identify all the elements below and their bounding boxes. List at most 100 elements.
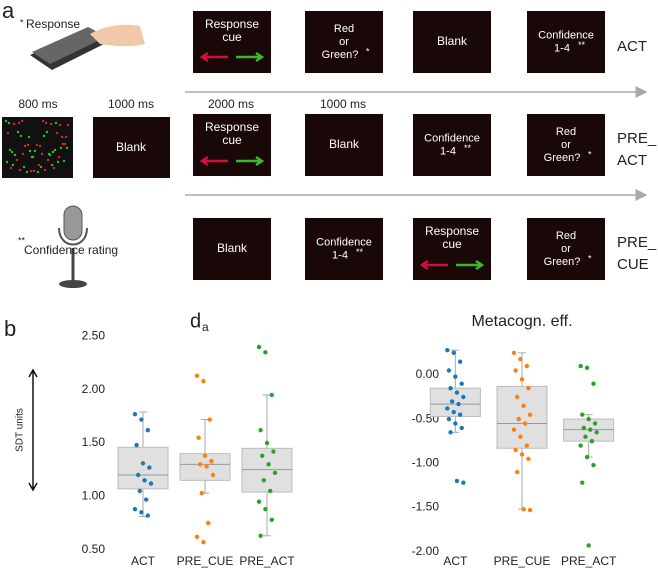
- dot: [23, 144, 27, 148]
- box-text: 1-4: [332, 249, 348, 261]
- data-point: [258, 428, 263, 433]
- dot: [37, 163, 41, 167]
- box: [241, 447, 293, 493]
- data-point: [269, 517, 274, 522]
- dot: [16, 130, 20, 134]
- data-point: [594, 430, 599, 435]
- box-text: Confidence: [316, 236, 372, 248]
- box: [117, 446, 169, 490]
- response-mark: *: [20, 17, 24, 27]
- dot: [15, 158, 19, 162]
- data-point: [459, 381, 464, 386]
- dot: [36, 170, 40, 174]
- dot: [22, 165, 26, 169]
- dot: [21, 152, 25, 156]
- y-tick-label: -1.00: [412, 455, 440, 469]
- data-point: [132, 506, 138, 512]
- dot: [26, 143, 30, 147]
- x-tick-label: PRE_CUE: [177, 554, 234, 568]
- data-point: [527, 507, 533, 513]
- dot: [5, 160, 9, 164]
- condition-label: PRE_: [617, 234, 657, 251]
- stimulus-box: [305, 218, 383, 280]
- cue-arrows: [199, 51, 485, 271]
- y-tick-label: 1.00: [82, 489, 106, 503]
- box-text: Response: [205, 120, 259, 134]
- box-text: 1-4: [440, 145, 456, 157]
- box-text: Response: [205, 17, 259, 31]
- data-point: [580, 412, 585, 417]
- data-point: [518, 356, 523, 362]
- data-point: [207, 417, 212, 422]
- stimulus-box: [413, 11, 491, 73]
- data-point: [526, 456, 531, 462]
- dot: [46, 158, 50, 162]
- timing-label: 2000 ms: [208, 97, 254, 111]
- dot: [13, 153, 17, 157]
- dot: [44, 121, 48, 125]
- data-point: [148, 481, 154, 486]
- dots: [4, 119, 70, 174]
- data-point: [446, 416, 452, 422]
- box-mark: **: [578, 40, 586, 50]
- box-text: Red: [556, 126, 576, 138]
- x-tick-label: PRE_ACT: [561, 554, 617, 568]
- box-text: Confidence: [424, 132, 480, 144]
- y-tick-label: 1.50: [82, 435, 106, 449]
- data-point: [261, 478, 266, 483]
- data-point: [272, 470, 278, 476]
- box-text: 1-4: [554, 42, 570, 54]
- x-tick-label: ACT: [443, 554, 468, 568]
- box-text: or: [561, 139, 571, 151]
- data-point: [586, 416, 591, 422]
- dot: [53, 148, 57, 152]
- data-point: [518, 434, 523, 439]
- y-tick-label: 2.50: [82, 329, 106, 343]
- box-mark: **: [464, 143, 472, 153]
- dot: [17, 121, 21, 125]
- dot: [66, 123, 70, 127]
- data-point: [194, 373, 200, 378]
- data-point: [515, 469, 520, 475]
- data-point: [140, 461, 146, 466]
- data-point: [513, 447, 518, 453]
- data-point: [137, 488, 142, 494]
- dot: [48, 153, 52, 157]
- data-point: [445, 347, 450, 353]
- box-text: Blank: [329, 137, 360, 151]
- condition-label: ACT: [617, 152, 647, 169]
- data-point: [453, 421, 458, 426]
- panel-label: a: [2, 0, 15, 23]
- dot: [12, 122, 16, 126]
- dot: [4, 119, 8, 123]
- data-point: [134, 442, 139, 448]
- data-point: [194, 534, 200, 540]
- data-point: [263, 350, 268, 355]
- y-axis-label: SDT units: [15, 408, 26, 452]
- dot: [10, 150, 14, 154]
- dot: [49, 122, 53, 126]
- data-point: [264, 440, 270, 446]
- box-text: Red: [334, 23, 354, 35]
- dot: [7, 121, 11, 125]
- stimulus-box: [413, 218, 491, 280]
- dot: [42, 134, 46, 138]
- data-point: [453, 374, 458, 379]
- data-point: [521, 403, 526, 409]
- data-point: [268, 488, 273, 494]
- box-mark: **: [356, 247, 364, 257]
- data-point: [144, 497, 149, 502]
- data-point: [578, 443, 583, 448]
- timing-label: 1000 ms: [320, 97, 366, 111]
- data-point: [461, 480, 466, 485]
- confidence-label: Confidence rating: [24, 243, 118, 257]
- data-point: [527, 412, 533, 417]
- dot: [62, 159, 66, 163]
- y-tick-label: 2.00: [82, 382, 106, 396]
- box: [496, 385, 548, 449]
- timing-label: 800 ms: [18, 97, 57, 111]
- data-point: [271, 449, 276, 454]
- condition-label: ACT: [617, 38, 647, 55]
- data-point: [210, 472, 216, 478]
